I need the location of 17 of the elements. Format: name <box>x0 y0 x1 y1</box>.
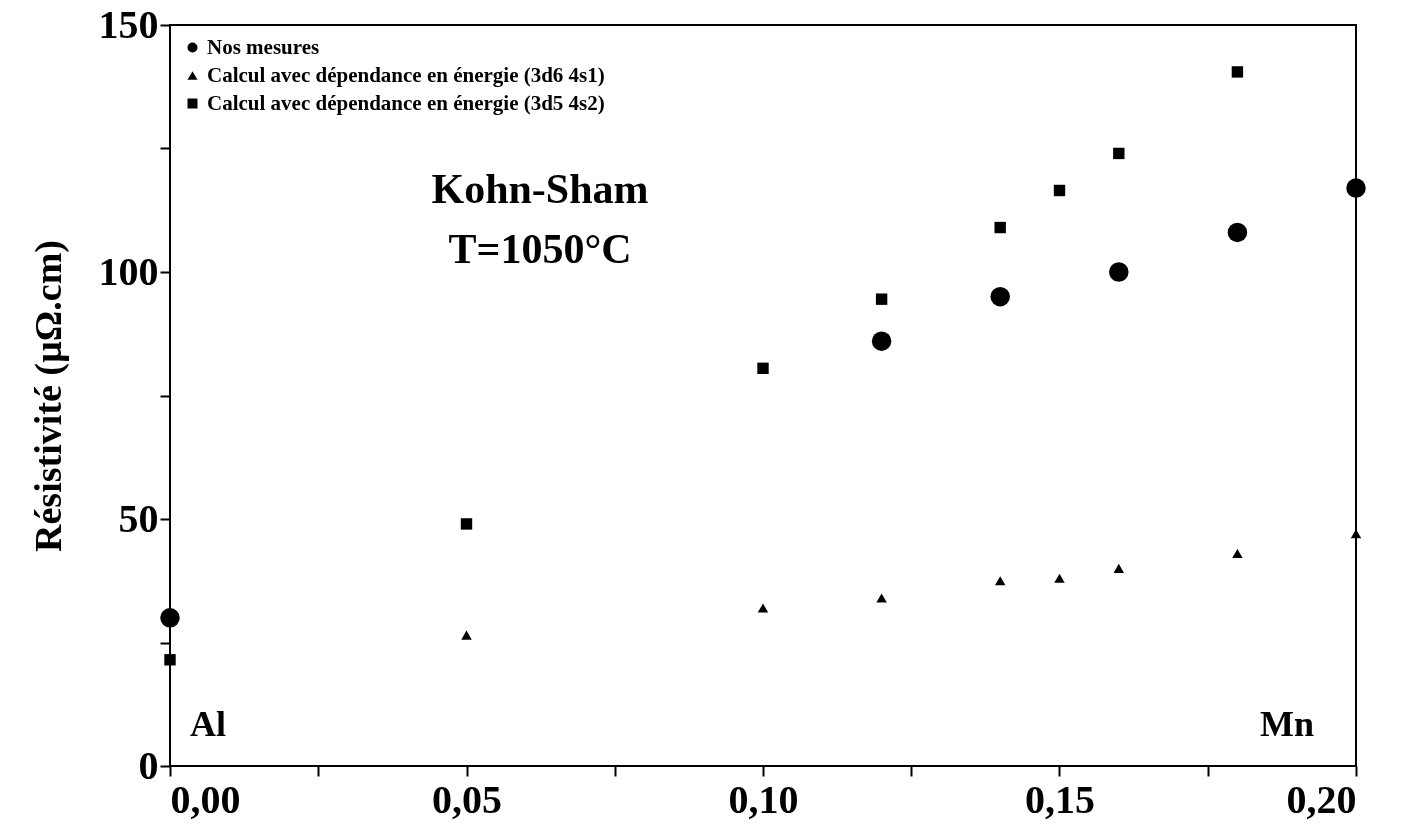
y-tick-label: 100 <box>98 248 159 294</box>
legend-label: Calcul avec dépendance en énergie (3d5 4s2) <box>207 90 605 115</box>
annotation: Al <box>190 704 226 744</box>
x-tick-label: 0,10 <box>728 776 799 822</box>
annotation: Mn <box>1260 704 1314 744</box>
y-tick-label: 50 <box>118 495 159 541</box>
y-tick-label: 0 <box>138 742 159 788</box>
x-tick-label: 0,05 <box>432 776 502 822</box>
annotation: Kohn-Sham <box>431 166 649 212</box>
y-tick-label: 150 <box>98 1 159 47</box>
x-tick-label: 0,20 <box>1286 776 1357 822</box>
x-tick-label: 0,00 <box>170 776 241 822</box>
legend-label: Calcul avec dépendance en énergie (3d6 4s1) <box>207 62 605 87</box>
legend-label: Nos mesures <box>207 34 320 59</box>
annotation: T=1050°C <box>448 226 632 272</box>
x-tick-label: 0,15 <box>1025 776 1095 822</box>
y-axis-title: Résistivité (µΩ.cm) <box>26 240 70 552</box>
